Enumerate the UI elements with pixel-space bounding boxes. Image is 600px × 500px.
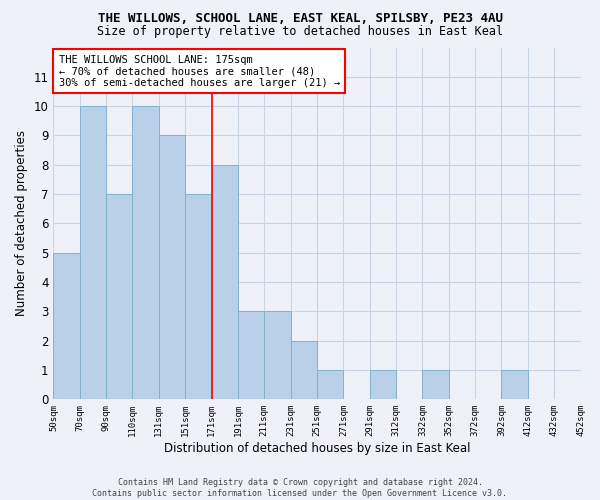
Bar: [80, 106, 106, 400]
Y-axis label: Number of detached properties: Number of detached properties: [15, 130, 28, 316]
Text: THE WILLOWS SCHOOL LANE: 175sqm
← 70% of detached houses are smaller (48)
30% of: THE WILLOWS SCHOOL LANE: 175sqm ← 70% of…: [59, 54, 340, 88]
Bar: [290, 340, 317, 400]
X-axis label: Distribution of detached houses by size in East Keal: Distribution of detached houses by size …: [164, 442, 470, 455]
Bar: [106, 194, 133, 400]
Bar: [53, 252, 80, 400]
Bar: [238, 312, 264, 400]
Bar: [133, 106, 159, 400]
Bar: [185, 194, 212, 400]
Bar: [370, 370, 396, 400]
Bar: [422, 370, 449, 400]
Text: Size of property relative to detached houses in East Keal: Size of property relative to detached ho…: [97, 25, 503, 38]
Bar: [159, 136, 185, 400]
Text: Contains HM Land Registry data © Crown copyright and database right 2024.
Contai: Contains HM Land Registry data © Crown c…: [92, 478, 508, 498]
Bar: [317, 370, 343, 400]
Bar: [502, 370, 528, 400]
Text: THE WILLOWS, SCHOOL LANE, EAST KEAL, SPILSBY, PE23 4AU: THE WILLOWS, SCHOOL LANE, EAST KEAL, SPI…: [97, 12, 503, 26]
Bar: [212, 165, 238, 400]
Bar: [264, 312, 290, 400]
